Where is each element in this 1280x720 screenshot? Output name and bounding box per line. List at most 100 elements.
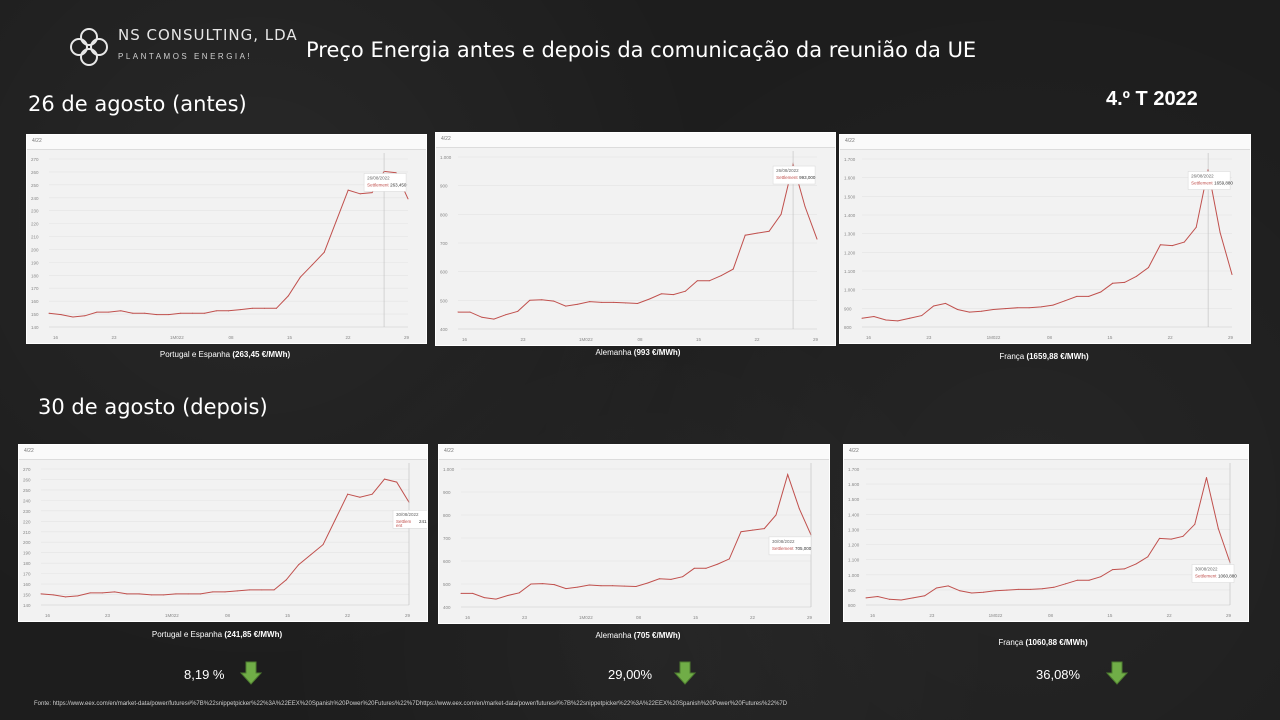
data-point bbox=[1041, 588, 1043, 590]
down-arrow-icon bbox=[674, 661, 696, 685]
x-tick-label: 29 bbox=[404, 335, 410, 340]
data-point bbox=[347, 493, 349, 495]
data-point bbox=[601, 301, 603, 303]
y-tick-label: 240 bbox=[23, 498, 31, 503]
caption-price: (1659,88 €/MWh) bbox=[1026, 352, 1089, 361]
caption-price: (263,45 €/MWh) bbox=[232, 350, 291, 359]
data-point bbox=[120, 310, 122, 312]
data-point bbox=[873, 316, 875, 317]
company-tagline: PLANTAMOS ENERGIA! bbox=[118, 52, 253, 61]
data-point bbox=[263, 307, 265, 309]
y-tick-label: 1.000 bbox=[443, 467, 455, 472]
data-point bbox=[670, 578, 672, 580]
chart-panel: 4/22 1.000 900 800 700 600 500 400 16 23 1M022 08 15… bbox=[435, 132, 836, 346]
data-point bbox=[816, 238, 818, 240]
tooltip-date: 30/08/2022 bbox=[772, 539, 795, 544]
tooltip-extra: ent bbox=[396, 523, 403, 528]
data-point bbox=[885, 319, 887, 321]
chart-header: 4/22 bbox=[27, 135, 426, 150]
chart-header: 4/22 bbox=[840, 135, 1250, 150]
data-point bbox=[1123, 568, 1125, 570]
x-tick-label: 16 bbox=[866, 335, 872, 340]
data-point bbox=[804, 206, 806, 208]
data-point bbox=[982, 591, 984, 593]
data-point bbox=[956, 309, 958, 310]
line-chart: 1.000 900 800 700 600 500 400 16 23 1M022 08 15 22 29… bbox=[440, 151, 819, 342]
data-point bbox=[933, 305, 935, 307]
line-chart: 270 260 250 240 230 220 210 200 190 180 170 160 150 1… bbox=[31, 153, 410, 340]
y-tick-label: 140 bbox=[31, 325, 39, 330]
y-tick-label: 270 bbox=[23, 467, 31, 472]
data-point bbox=[1159, 537, 1161, 539]
data-point bbox=[530, 583, 532, 585]
data-point bbox=[744, 234, 746, 236]
tooltip-label: Settlement bbox=[1195, 574, 1217, 579]
chart-header-label: 4/22 bbox=[24, 448, 34, 454]
tooltip-value: 1060,880 bbox=[1218, 574, 1237, 579]
x-tick-label: 23 bbox=[112, 335, 118, 340]
company-logo: NS CONSULTING, LDA PLANTAMOS ENERGIA! bbox=[68, 22, 308, 72]
x-tick-label: 16 bbox=[462, 337, 468, 342]
section-after-title: 30 de agosto (depois) bbox=[38, 395, 268, 419]
chart-caption: Portugal e Espanha (263,45 €/MWh) bbox=[160, 350, 290, 359]
tooltip-label: Settlement bbox=[772, 546, 794, 551]
data-point bbox=[577, 586, 579, 588]
chart-panel: 4/22 1.000 900 800 700 600 500 400 16 23 1M022 08 15… bbox=[438, 444, 830, 624]
data-point bbox=[175, 593, 177, 595]
data-point bbox=[1004, 308, 1006, 310]
data-point bbox=[275, 307, 277, 309]
y-tick-label: 160 bbox=[31, 299, 39, 304]
data-point bbox=[648, 298, 650, 300]
y-tick-label: 200 bbox=[31, 247, 39, 252]
y-tick-label: 190 bbox=[23, 551, 31, 556]
data-point bbox=[1195, 226, 1197, 228]
data-point bbox=[959, 590, 961, 592]
data-point bbox=[383, 478, 385, 480]
data-point bbox=[199, 593, 201, 595]
x-tick-label: 23 bbox=[105, 613, 111, 618]
data-point bbox=[40, 593, 42, 595]
y-tick-label: 160 bbox=[23, 582, 31, 587]
data-point bbox=[216, 310, 218, 312]
data-point bbox=[935, 587, 937, 589]
x-tick-label: 22 bbox=[1167, 613, 1173, 618]
y-tick-label: 240 bbox=[31, 196, 39, 201]
y-tick-label: 900 bbox=[848, 588, 856, 593]
y-tick-label: 140 bbox=[23, 603, 31, 608]
tooltip-date: 26/08/2022 bbox=[776, 168, 799, 173]
y-tick-label: 900 bbox=[440, 184, 448, 189]
y-tick-label: 1.600 bbox=[844, 176, 856, 181]
data-point bbox=[1018, 588, 1020, 590]
data-point bbox=[1171, 245, 1173, 247]
x-tick-label: 29 bbox=[807, 615, 813, 620]
x-tick-label: 08 bbox=[229, 335, 235, 340]
data-point bbox=[780, 213, 782, 215]
data-point bbox=[1219, 232, 1221, 233]
y-tick-label: 1.700 bbox=[844, 157, 856, 162]
data-point bbox=[565, 588, 567, 590]
data-point bbox=[323, 251, 325, 253]
y-tick-label: 1.500 bbox=[844, 194, 856, 199]
data-point bbox=[635, 586, 637, 588]
section-before-title: 26 de agosto (antes) bbox=[28, 92, 247, 116]
tooltip-date: 30/08/2022 bbox=[1195, 567, 1218, 572]
data-point bbox=[495, 598, 497, 600]
x-tick-label: 29 bbox=[405, 613, 411, 618]
data-point bbox=[84, 315, 86, 317]
x-tick-label: 1M022 bbox=[579, 337, 593, 342]
data-point bbox=[187, 593, 189, 595]
data-point bbox=[126, 593, 128, 595]
data-point bbox=[1183, 241, 1185, 243]
y-tick-label: 170 bbox=[23, 572, 31, 577]
y-tick-label: 1.100 bbox=[848, 558, 860, 563]
data-point bbox=[1028, 307, 1030, 309]
line-chart: 1.000 900 800 700 600 500 400 16 23 1M022 08 15 22 29… bbox=[443, 463, 813, 620]
flower-logo-icon bbox=[70, 28, 108, 66]
tooltip-date: 26/08/2022 bbox=[367, 175, 390, 180]
chart-caption: Alemanha (705 €/MWh) bbox=[596, 631, 681, 640]
data-point bbox=[1194, 523, 1196, 525]
y-tick-label: 260 bbox=[31, 170, 39, 175]
x-tick-label: 22 bbox=[1168, 335, 1174, 340]
chart-panel: 4/22 1.700 1.600 1.500 1.400 1.300 1.200 1.100 1… bbox=[839, 134, 1251, 344]
data-point bbox=[371, 192, 373, 194]
